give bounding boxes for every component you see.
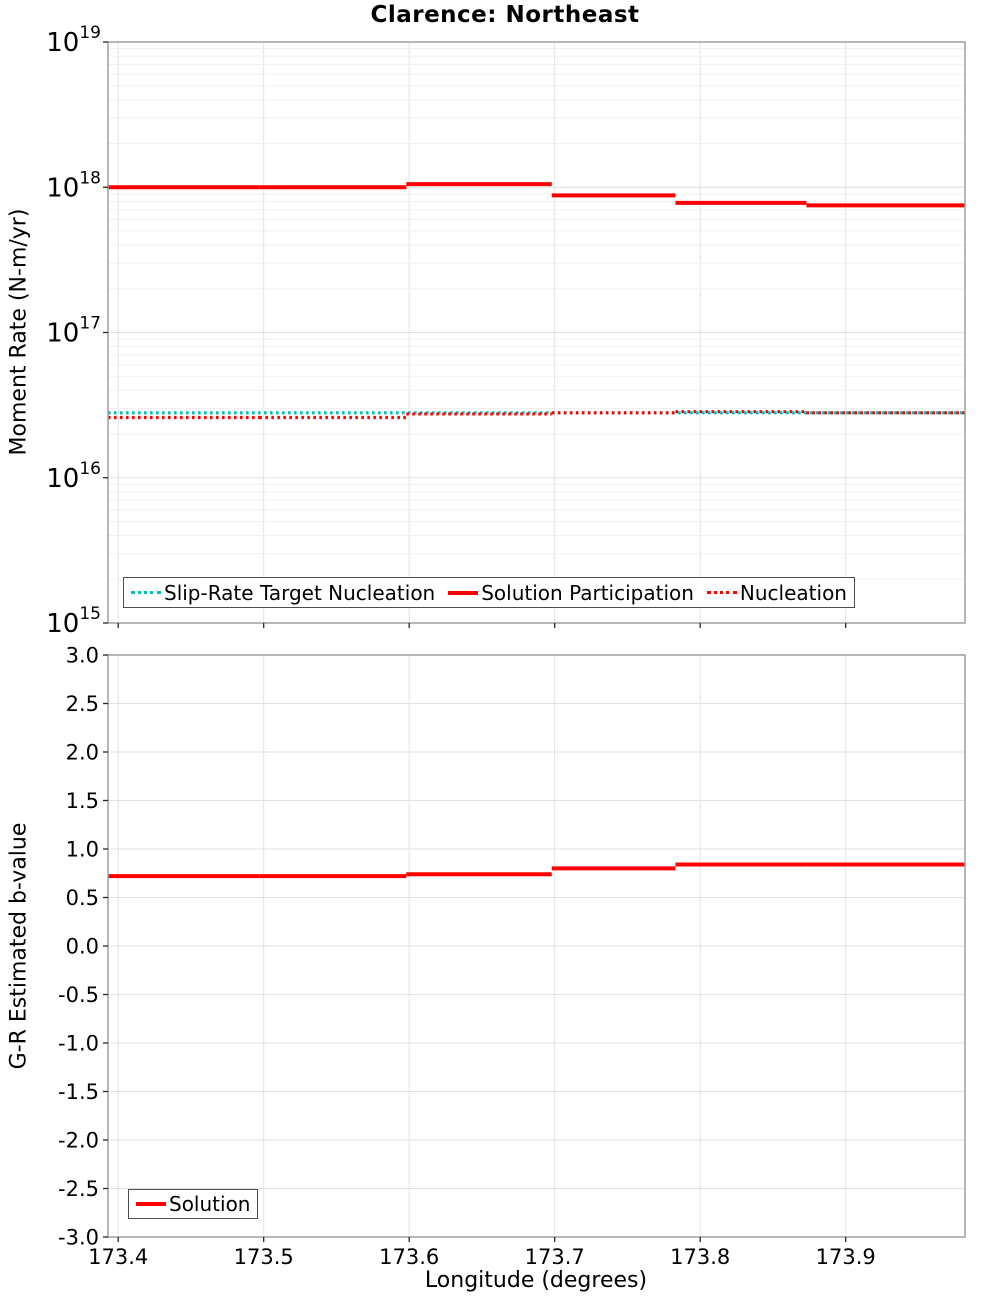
chart-title: Clarence: Northeast [370,2,640,28]
y-tick-label: 1018 [46,168,101,203]
gridlines-b-value [108,655,965,1237]
y-tick-label: -0.5 [58,983,99,1007]
panel-moment-rate: 1015 1016 1017 1018 1019 [46,23,966,639]
longitude-axis-label: Longitude (degrees) [424,1268,648,1293]
y-tick-label: -1.5 [58,1080,99,1104]
legend-item-solution: Solution [136,1192,250,1216]
moment-rate-axis-label: Moment Rate (N-m/yr) [6,208,32,456]
legend-item-solution-participation: Solution Participation [448,581,694,605]
y-tick-label: -2.5 [58,1177,99,1201]
b-value-axis-label: G-R Estimated b-value [6,822,32,1070]
y-tick-label: 1019 [46,23,101,58]
solid-red-line-swatch [136,1202,166,1206]
legend-label: Solution [169,1192,251,1216]
series-solution [108,862,965,879]
y-tick-label: -2.0 [58,1129,99,1153]
legend-item-slip-rate-target-nucleation: Slip-Rate Target Nucleation [131,581,435,605]
b-value-legend: Solution [128,1189,259,1219]
legend-label: Slip-Rate Target Nucleation [164,580,436,605]
y-tick-label: 1015 [46,604,101,639]
y-tick-label: 3.0 [66,644,99,668]
y-tick-label: -3.0 [58,1226,99,1250]
x-tick-label: 173.6 [379,1245,439,1269]
series-nucleation [108,410,965,420]
y-tick-label: 1017 [46,314,101,349]
x-tick-label: 173.8 [670,1245,730,1269]
y-tick-label: 0.0 [66,935,99,959]
y-tick-label: 2.5 [66,692,99,716]
solid-red-line-swatch [448,590,479,595]
x-tick-label: 173.7 [525,1245,585,1269]
y-tick-label: 0.5 [66,886,99,910]
ticks-moment-rate: 1015 1016 1017 1018 1019 [46,23,847,639]
y-tick-label: 1016 [46,459,101,494]
legend-label: Solution Participation [481,580,694,605]
dotted-red-line-swatch [706,591,737,594]
x-tick-label: 173.4 [88,1245,148,1269]
panel-b-value: 173.4 173.5 173.6 173.7 173.8 173.9 3.0 2.5 2.0 1… [58,644,966,1270]
series-group-moment-rate [108,182,965,420]
x-tick-label: 173.9 [816,1245,876,1269]
legend-label: Nucleation [739,580,847,605]
y-tick-label: 1.5 [66,789,99,813]
y-tick-label: 2.0 [66,741,99,765]
gridlines-moment-rate [108,42,965,623]
y-tick-label: 1.0 [66,838,99,862]
x-tick-label: 173.5 [234,1245,294,1269]
y-tick-label: -1.0 [58,1032,99,1056]
dotted-cyan-line-swatch [131,591,161,594]
moment-rate-legend: Slip-Rate Target Nucleation Solution Par… [123,577,855,608]
series-solution-participation [108,182,965,208]
legend-item-nucleation: Nucleation [706,580,847,605]
ticks-b-value: 173.4 173.5 173.6 173.7 173.8 173.9 3.0 2.5 2.0 1… [58,644,876,1270]
series-group-b-value [108,862,965,879]
